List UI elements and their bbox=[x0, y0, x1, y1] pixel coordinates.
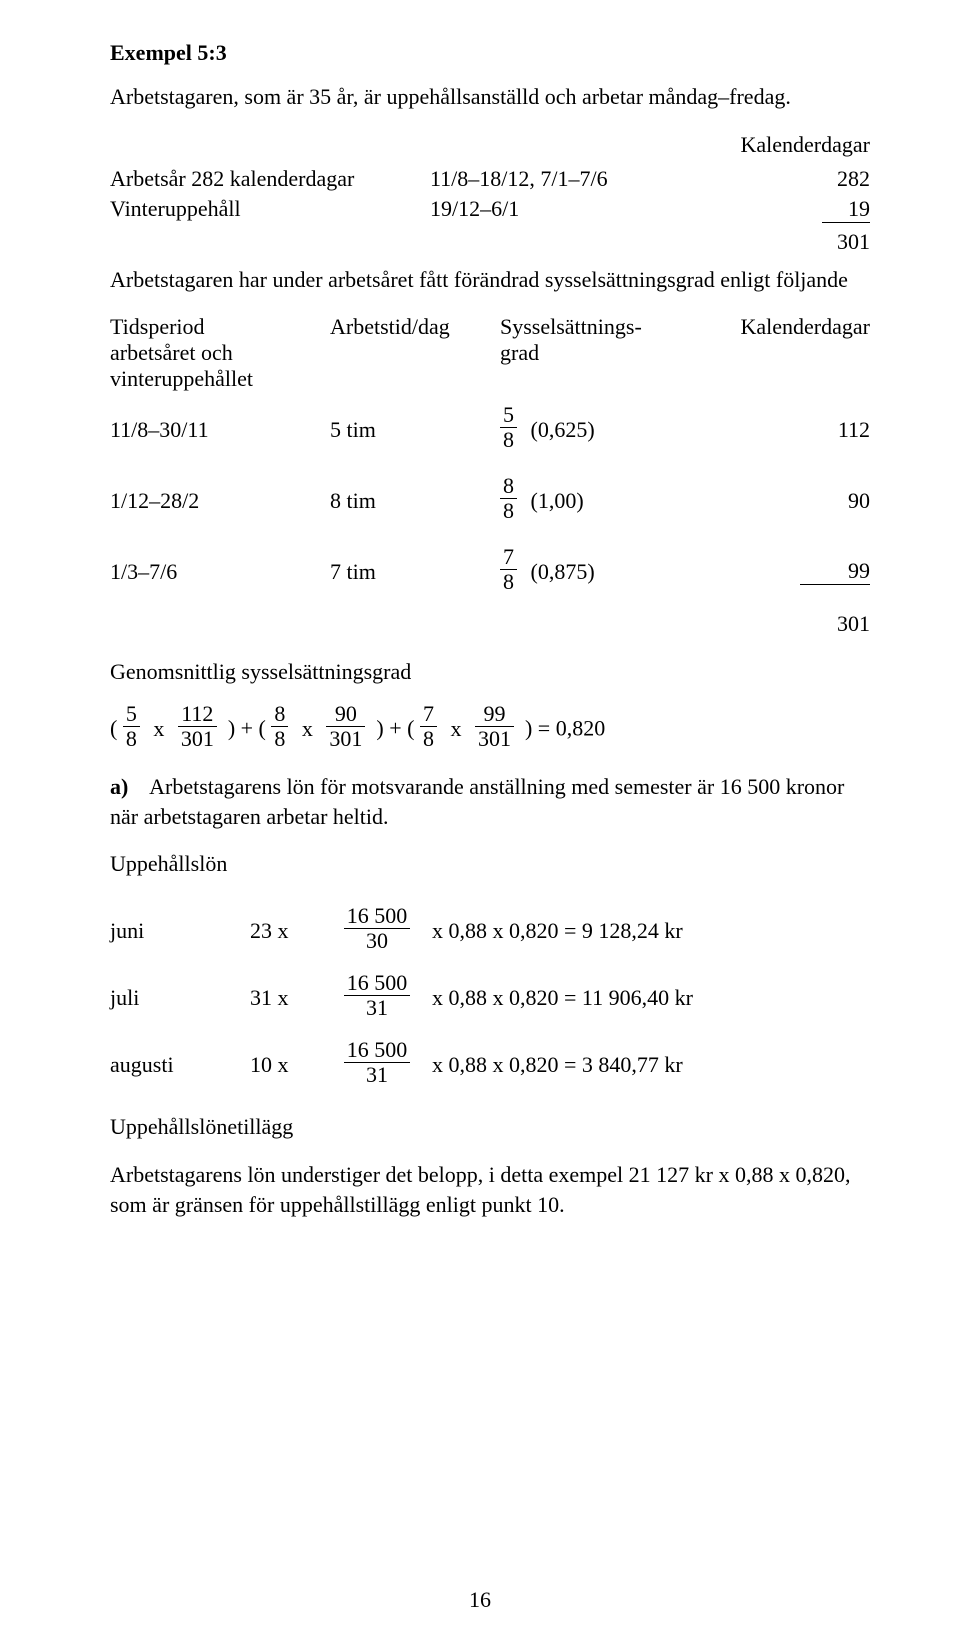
calc-table: juni 23 x 16 500 30 x 0,88 x 0,820 = 9 1… bbox=[110, 897, 870, 1098]
intro-paragraph: Arbetstagaren, som är 35 år, är uppehåll… bbox=[110, 82, 870, 112]
calc-tail: x 0,88 x 0,820 = 11 906,40 kr bbox=[432, 964, 870, 1031]
frac-num: 16 500 bbox=[344, 972, 411, 995]
tp-days: 112 bbox=[700, 394, 870, 465]
kd-row-label: Arbetsår 282 kalenderdagar bbox=[110, 164, 430, 194]
tp-h-c1a: Tidsperiod bbox=[110, 314, 205, 339]
tp-days: 90 bbox=[700, 465, 870, 536]
frac-den: 8 bbox=[500, 569, 517, 593]
frac-den: 31 bbox=[344, 1062, 411, 1086]
frac-den: 30 bbox=[344, 928, 411, 952]
kd-row-label: Vinteruppehåll bbox=[110, 194, 430, 225]
tp-days: 99 bbox=[800, 558, 870, 585]
calc-month: juni bbox=[110, 897, 250, 964]
frac-num: 7 bbox=[500, 546, 517, 569]
frac-den: 301 bbox=[326, 726, 365, 750]
calc-mult: 10 x bbox=[250, 1031, 322, 1098]
tillagg-heading: Uppehållslönetillägg bbox=[110, 1112, 870, 1142]
frac-den: 31 bbox=[344, 995, 411, 1019]
fraction: 16 500 31 bbox=[344, 1039, 411, 1086]
tp-range: 1/3–7/6 bbox=[110, 536, 330, 607]
calc-tail: x 0,88 x 0,820 = 3 840,77 kr bbox=[432, 1031, 870, 1098]
tp-tim: 8 tim bbox=[330, 465, 500, 536]
page-number: 16 bbox=[0, 1587, 960, 1613]
kd-header: Kalenderdagar bbox=[690, 130, 870, 164]
fraction: 16 500 30 bbox=[344, 905, 411, 952]
tp-h-c3a: Sysselsättnings- bbox=[500, 314, 642, 339]
calc-month: augusti bbox=[110, 1031, 250, 1098]
uppehallslon-heading: Uppehållslön bbox=[110, 849, 870, 879]
tp-dec: (0,875) bbox=[523, 559, 595, 584]
a-label: a) bbox=[110, 774, 128, 799]
frac-num: 8 bbox=[500, 475, 517, 498]
frac-den: 8 bbox=[500, 427, 517, 451]
kd-row-value: 19 bbox=[822, 196, 870, 223]
frac-num: 99 bbox=[475, 703, 514, 726]
kd-row-period: 11/8–18/12, 7/1–7/6 bbox=[430, 164, 690, 194]
tp-h-c2: Arbetstid/dag bbox=[330, 312, 500, 394]
tp-h-c4: Kalenderdagar bbox=[700, 312, 870, 394]
frac-den: 8 bbox=[123, 726, 140, 750]
avg-formula: ( 58 x 112301 ) + ( 88 x 90301 ) + ( 78 … bbox=[110, 705, 870, 752]
frac-den: 301 bbox=[178, 726, 217, 750]
item-a: a) Arbetstagarens lön för motsvarande an… bbox=[110, 772, 870, 831]
tp-tim: 5 tim bbox=[330, 394, 500, 465]
tidsperiod-table: Tidsperiod arbetsåret och vinteruppehåll… bbox=[110, 312, 870, 639]
frac-num: 90 bbox=[326, 703, 365, 726]
after-sentence: Arbetstagaren har under arbetsåret fått … bbox=[110, 265, 870, 295]
tp-sum: 301 bbox=[700, 607, 870, 639]
calc-mult: 31 x bbox=[250, 964, 322, 1031]
fraction: 5 8 bbox=[500, 404, 517, 451]
frac-den: 301 bbox=[475, 726, 514, 750]
fraction: 8 8 bbox=[500, 475, 517, 522]
kd-row-period: 19/12–6/1 bbox=[430, 194, 690, 225]
fraction: 7 8 bbox=[500, 546, 517, 593]
tp-dec: (0,625) bbox=[523, 417, 595, 442]
frac-den: 8 bbox=[271, 726, 288, 750]
kd-sum: 301 bbox=[690, 225, 870, 257]
frac-den: 8 bbox=[500, 498, 517, 522]
frac-num: 16 500 bbox=[344, 905, 411, 928]
frac-num: 7 bbox=[420, 703, 437, 726]
tillagg-paragraph: Arbetstagarens lön understiger det belop… bbox=[110, 1160, 870, 1219]
frac-num: 16 500 bbox=[344, 1039, 411, 1062]
tp-range: 11/8–30/11 bbox=[110, 394, 330, 465]
tp-range: 1/12–28/2 bbox=[110, 465, 330, 536]
tp-h-c3b: grad bbox=[500, 340, 539, 365]
tp-h-c1c: vinteruppehållet bbox=[110, 366, 253, 391]
calc-mult: 23 x bbox=[250, 897, 322, 964]
a-text: Arbetstagarens lön för motsvarande anstä… bbox=[110, 774, 844, 829]
kd-row-value: 282 bbox=[690, 164, 870, 194]
frac-num: 112 bbox=[178, 703, 217, 726]
fraction: 16 500 31 bbox=[344, 972, 411, 1019]
calc-tail: x 0,88 x 0,820 = 9 128,24 kr bbox=[432, 897, 870, 964]
kalenderdagar-table: Kalenderdagar Arbetsår 282 kalenderdagar… bbox=[110, 130, 870, 257]
tp-dec: (1,00) bbox=[523, 488, 584, 513]
frac-den: 8 bbox=[420, 726, 437, 750]
calc-month: juli bbox=[110, 964, 250, 1031]
frac-num: 8 bbox=[271, 703, 288, 726]
avg-heading: Genomsnittlig sysselsättningsgrad bbox=[110, 657, 870, 687]
avg-result: = 0,820 bbox=[538, 716, 605, 741]
frac-num: 5 bbox=[123, 703, 140, 726]
tp-tim: 7 tim bbox=[330, 536, 500, 607]
frac-num: 5 bbox=[500, 404, 517, 427]
example-heading: Exempel 5:3 bbox=[110, 40, 870, 66]
tp-h-c1b: arbetsåret och bbox=[110, 340, 233, 365]
